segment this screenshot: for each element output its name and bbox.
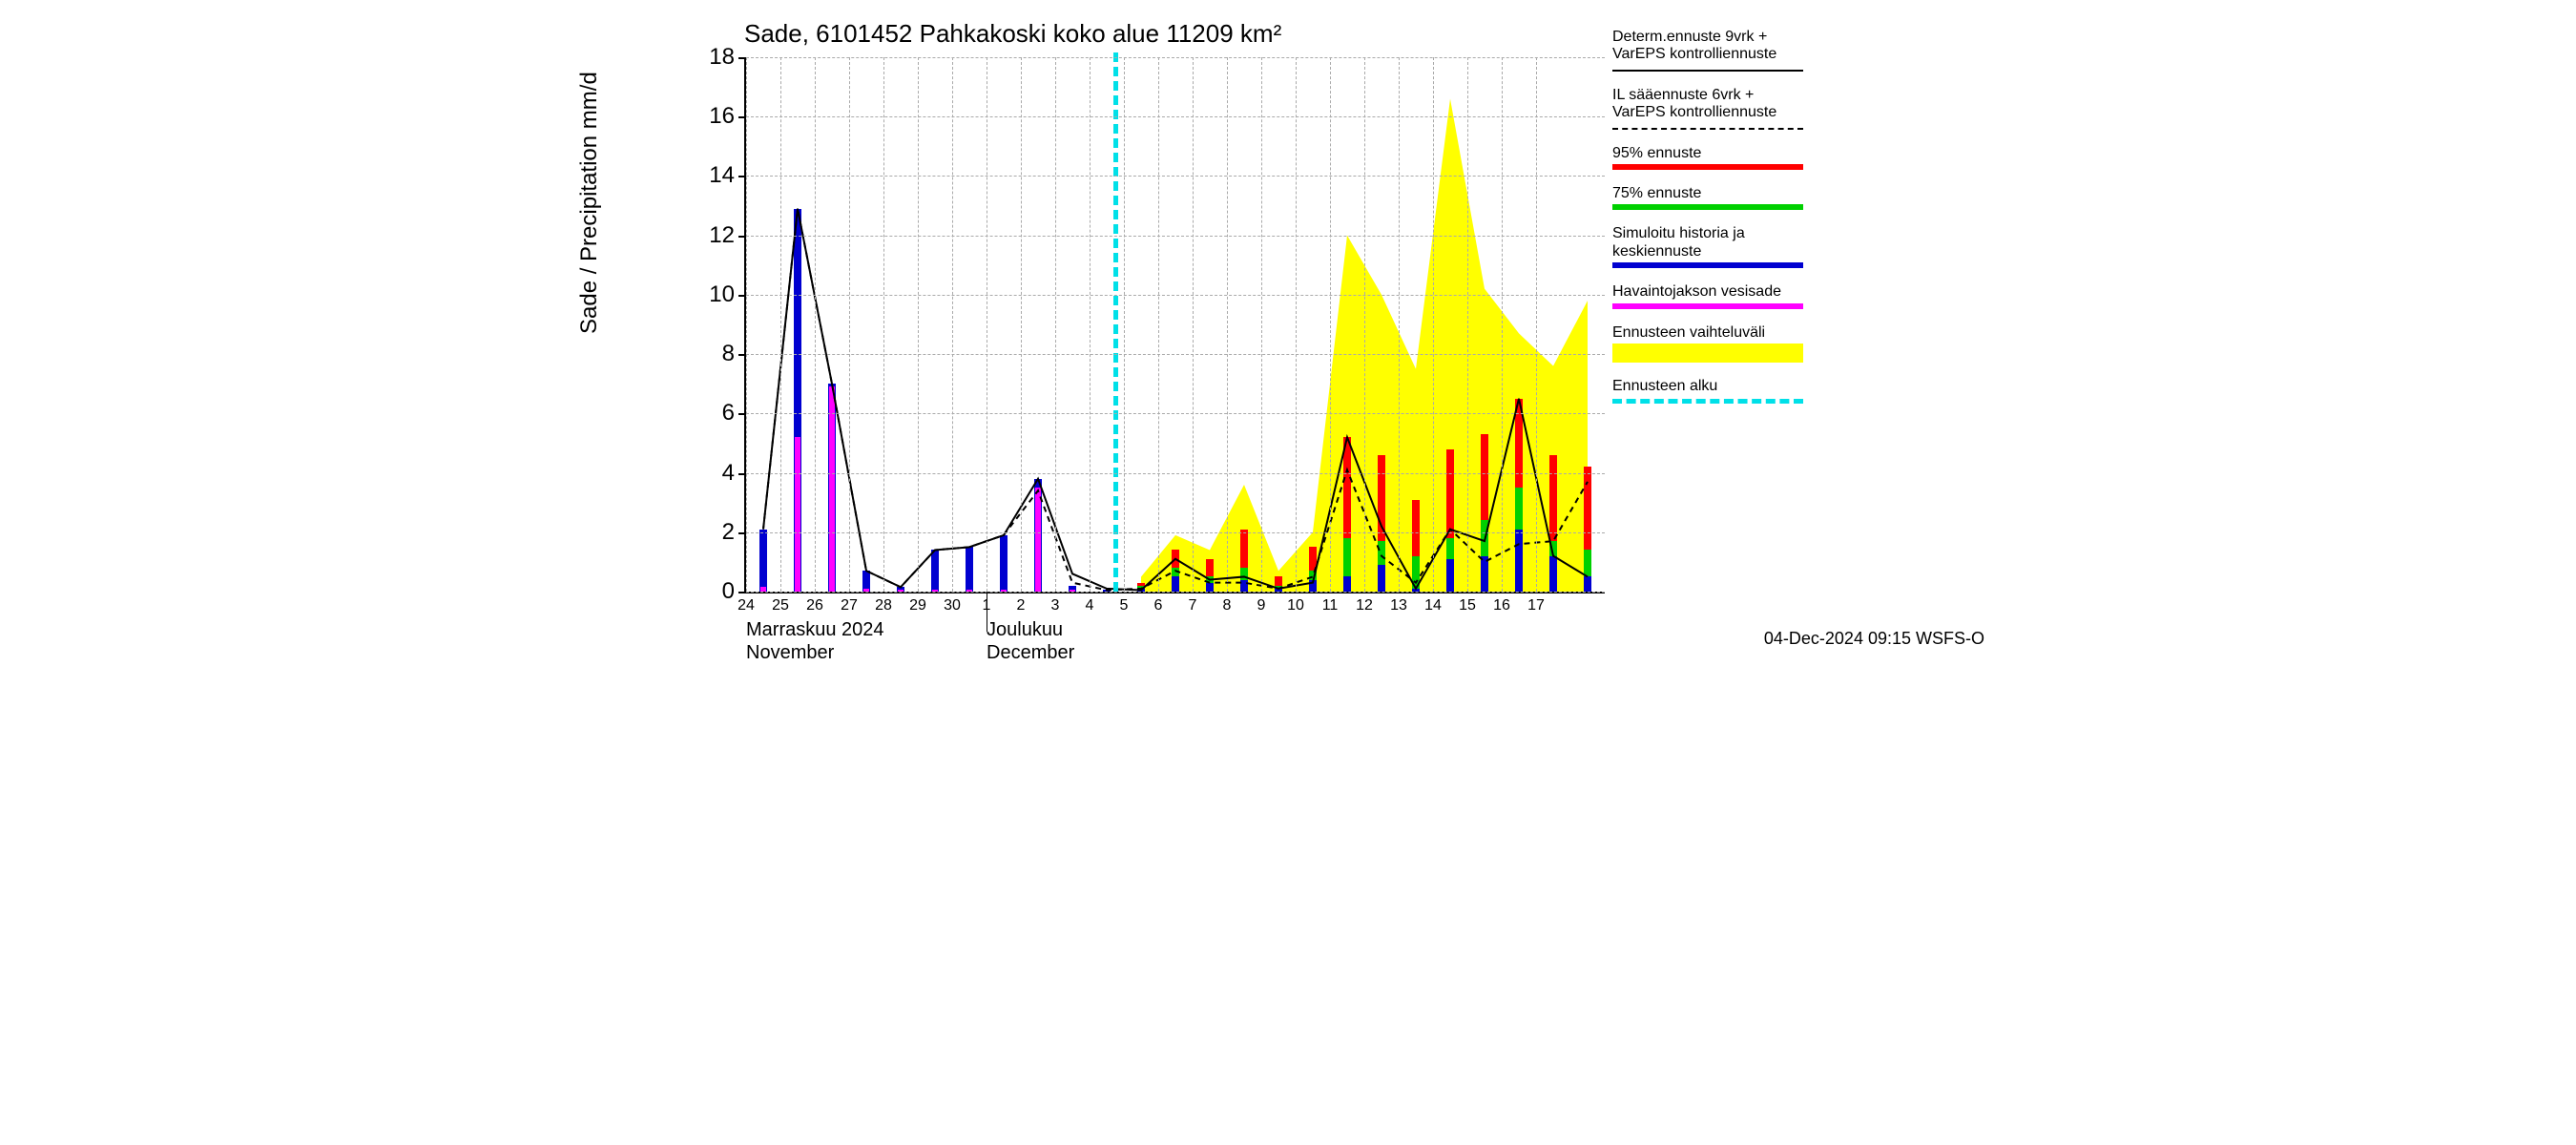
line-swatch-dashed [1612,128,1803,130]
month-label: Joulukuu December [987,618,1074,664]
x-tick-label: 26 [806,592,823,614]
chart-title: Sade, 6101452 Pahkakoski koko alue 11209… [744,19,1281,49]
color-swatch-magenta [1612,303,1803,309]
x-tick-label: 3 [1051,592,1060,614]
legend-item-p75: 75% ennuste [1612,185,1832,210]
x-tick-label: 5 [1120,592,1129,614]
x-tick-label: 16 [1493,592,1510,614]
x-tick-label: 10 [1287,592,1304,614]
plot-area: Marraskuu 2024 NovemberJoulukuu December… [744,57,1605,593]
forecast-start-line [1113,52,1118,592]
x-tick-label: 30 [944,592,961,614]
x-tick-label: 14 [1424,592,1442,614]
line-swatch-solid [1612,70,1803,72]
y-axis-label: Sade / Precipitation mm/d [576,72,603,334]
x-tick-label: 13 [1390,592,1407,614]
legend-item-mean: Simuloitu historia ja keskiennuste [1612,225,1832,268]
legend-item-p95: 95% ennuste [1612,145,1832,170]
x-tick-label: 9 [1257,592,1266,614]
legend-item-determ: Determ.ennuste 9vrk + VarEPS kontrollien… [1612,29,1832,72]
x-tick-label: 8 [1223,592,1232,614]
x-tick-label: 27 [841,592,858,614]
x-tick-label: 24 [737,592,755,614]
x-tick-label: 17 [1527,592,1545,614]
x-tick-label: 1 [983,592,991,614]
line-swatch-cyan [1612,399,1803,404]
precip-chart: Sade, 6101452 Pahkakoski koko alue 11209… [572,0,2004,668]
x-tick-label: 11 [1322,592,1339,614]
legend-item-range: Ennusteen vaihteluväli [1612,324,1832,363]
x-tick-label: 6 [1154,592,1163,614]
month-label: Marraskuu 2024 November [746,618,884,664]
color-swatch-yellow [1612,344,1803,363]
legend-item-il: IL sääennuste 6vrk + VarEPS kontrollienn… [1612,87,1832,130]
x-tick-label: 4 [1086,592,1094,614]
timestamp: 04-Dec-2024 09:15 WSFS-O [1764,629,1984,649]
color-swatch-blue [1612,262,1803,268]
legend-item-rain: Havaintojakson vesisade [1612,283,1832,308]
x-tick-label: 2 [1017,592,1026,614]
x-tick-label: 29 [909,592,926,614]
legend-item-start: Ennusteen alku [1612,378,1832,404]
line-layer [746,57,1605,592]
x-tick-label: 28 [875,592,892,614]
x-tick-label: 25 [772,592,789,614]
x-tick-label: 7 [1189,592,1197,614]
x-tick-label: 12 [1356,592,1373,614]
color-swatch-red [1612,164,1803,170]
color-swatch-green [1612,204,1803,210]
x-tick-label: 15 [1459,592,1476,614]
legend: Determ.ennuste 9vrk + VarEPS kontrollien… [1612,29,1832,419]
